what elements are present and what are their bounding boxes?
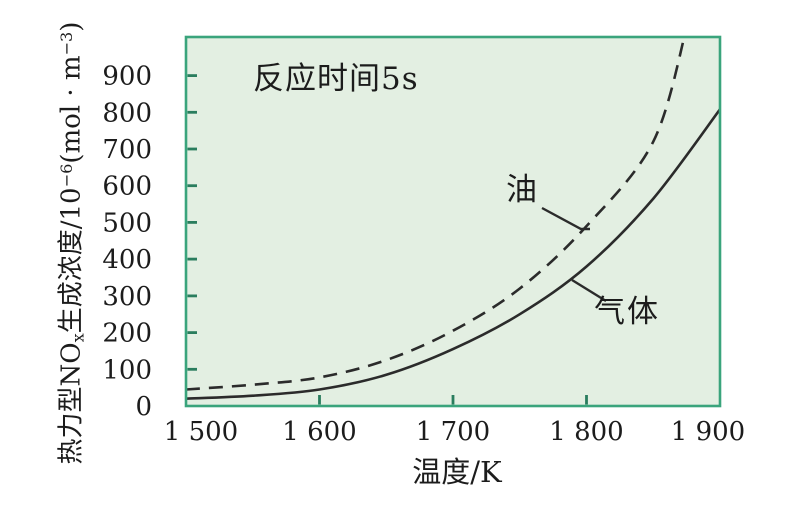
x-axis-title: 温度/K <box>412 455 502 489</box>
x-tick-label: 1 800 <box>549 417 623 447</box>
y-tick-label: 400 <box>102 245 152 275</box>
y-tick-label: 900 <box>102 62 152 92</box>
y-axis-title-text: ) <box>56 21 87 32</box>
y-axis-title: 热力型NOx生成浓度/10−6(mol · m−3) <box>50 0 88 503</box>
series-1-curve <box>186 108 720 400</box>
gas-series-label: 气体 <box>594 294 660 330</box>
y-axis-title-text: 生成浓度/10 <box>56 187 87 334</box>
y-tick-label: 200 <box>102 319 152 349</box>
oil-series-label: 油 <box>506 172 537 208</box>
x-tick-label: 1 500 <box>164 417 238 447</box>
y-tick-label: 600 <box>102 172 152 202</box>
oil-label-leader-line <box>541 206 590 231</box>
plot-border <box>184 35 722 408</box>
gas-label-leader-line <box>571 278 607 303</box>
y-tick-label: 300 <box>102 282 152 312</box>
y-tick-label: 0 <box>135 392 152 422</box>
x-tick-label: 1 600 <box>282 417 356 447</box>
y-axis-title-text: (mol · m <box>56 55 87 164</box>
y-axis-title-superscript: −6 <box>57 163 76 188</box>
y-axis-title-text: 热力型NO <box>56 342 87 465</box>
plot-background <box>186 37 720 406</box>
series-0-curve <box>186 37 686 391</box>
y-tick-label: 100 <box>102 355 152 385</box>
x-tick-label: 1 700 <box>416 417 490 447</box>
x-tick-label: 1 900 <box>671 417 745 447</box>
y-axis-title-subscript: x <box>68 333 88 343</box>
y-tick-label: 700 <box>102 135 152 165</box>
y-tick-label: 800 <box>102 98 152 128</box>
reaction-time-annotation: 反应时间5s <box>253 61 419 97</box>
y-tick-label: 500 <box>102 208 152 238</box>
y-axis-title-superscript: −3 <box>57 31 76 56</box>
